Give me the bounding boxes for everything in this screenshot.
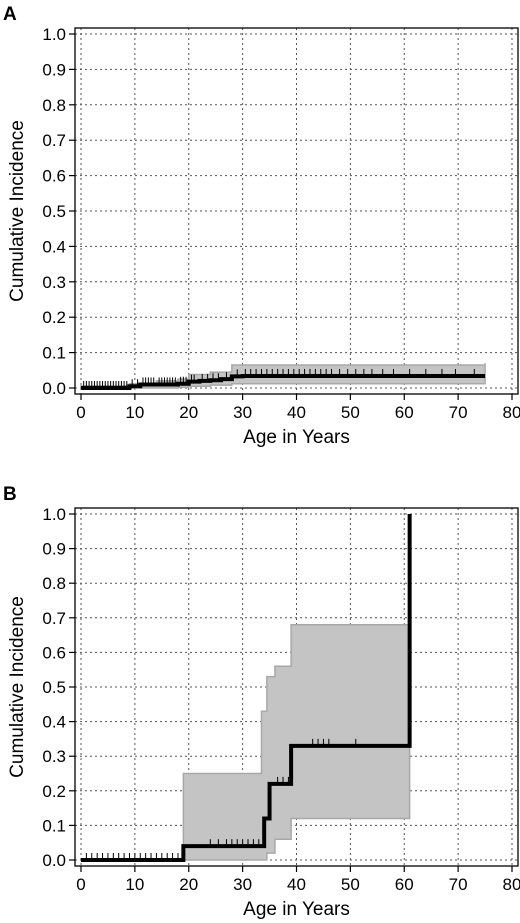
panel-a-y-tick-label-9: 0.9 <box>42 60 66 79</box>
panel-b-y-tick-label-8: 0.8 <box>42 574 66 593</box>
panel-a-y-tick-label-1: 0.1 <box>42 344 66 363</box>
panel-a-x-tick-label-8: 80 <box>503 403 520 422</box>
panel-b-x-tick-label-1: 10 <box>125 875 144 894</box>
panel-a-incidence-curve-0 <box>81 373 486 390</box>
panel-a-y-tick-label-4: 0.4 <box>42 237 66 256</box>
panel-b-x-tick-label-7: 70 <box>449 875 468 894</box>
panel-b-y-tick-label-7: 0.7 <box>42 609 66 628</box>
panel-b-x-tick-label-6: 60 <box>395 875 414 894</box>
panel-a-y-tick-labels: 0.0 0.1 0.2 0.3 0.4 0.5 0.6 0.7 0.8 0.9 1.0 <box>42 25 66 398</box>
panel-a-x-tick-label-7: 70 <box>449 403 468 422</box>
panel-a-y-tick-label-5: 0.5 <box>42 202 66 221</box>
panel-a-x-tick-label-0: 0 <box>76 403 85 422</box>
panel-b-y-axis-title: Cumulative Incidence <box>7 596 28 778</box>
panel-a-x-tick-label-5: 50 <box>341 403 360 422</box>
panel-a-y-tick-label-7: 0.7 <box>42 131 66 150</box>
panel-b-y-tick-labels: 0.0 0.1 0.2 0.3 0.4 0.5 0.6 0.7 0.8 0.9 1.0 <box>42 505 66 870</box>
panel-b: B 0 10 20 30 40 50 60 70 80 0.00.10.20.30.40.50.… <box>3 484 520 920</box>
panel-b-x-tick-label-8: 80 <box>503 875 520 894</box>
panel-b-y-tick-label-6: 0.6 <box>42 643 66 662</box>
panel-b-y-tick-label-10: 1.0 <box>42 505 66 524</box>
panel-a-y-tick-label-6: 0.6 <box>42 167 66 186</box>
panel-a-x-tick-label-2: 20 <box>179 403 198 422</box>
panel-b-y-tick-label-1: 0.1 <box>42 816 66 835</box>
panel-b-x-tick-label-0: 0 <box>76 875 85 894</box>
panel-b-incidence-curve-0 <box>81 514 412 862</box>
panel-a-y-tick-label-2: 0.2 <box>42 308 66 327</box>
panel-b-x-tick-labels: 0 10 20 30 40 50 60 70 80 <box>76 875 520 894</box>
panel-a-curve-group <box>81 373 486 390</box>
panel-b-y-tick-label-5: 0.5 <box>42 678 66 697</box>
panel-b-y-tick-label-3: 0.3 <box>42 747 66 766</box>
panel-a-y-tick-label-8: 0.8 <box>42 96 66 115</box>
panel-a-ticks <box>69 33 513 400</box>
panel-a-y-axis-title: Cumulative Incidence <box>7 120 28 302</box>
panel-a-letter: A <box>3 4 17 25</box>
panel-a-x-tick-labels: 0 10 20 30 40 50 60 70 80 <box>76 403 520 422</box>
panel-a-x-axis-title: Age in Years <box>243 427 350 448</box>
panel-a-y-tick-label-0: 0.0 <box>42 379 66 398</box>
panel-b-curve-group <box>81 514 412 862</box>
panel-b-ticks <box>69 513 513 872</box>
panel-b-y-tick-label-9: 0.9 <box>42 540 66 559</box>
panel-b-x-tick-label-4: 40 <box>287 875 306 894</box>
panel-b-y-tick-label-0: 0.0 <box>42 851 66 870</box>
panel-a-grid <box>75 28 518 394</box>
panel-b-letter: B <box>3 484 17 505</box>
panel-a-x-tick-label-4: 40 <box>287 403 306 422</box>
panel-b-x-axis-title: Age in Years <box>243 899 350 920</box>
panel-b-y-tick-label-2: 0.2 <box>42 782 66 801</box>
panel-a-x-tick-label-1: 10 <box>125 403 144 422</box>
panel-b-x-tick-label-3: 30 <box>233 875 252 894</box>
panel-a-x-tick-label-6: 60 <box>395 403 414 422</box>
panel-a-y-tick-label-10: 1.0 <box>42 25 66 44</box>
panel-a: A 0 10 20 30 40 50 60 70 80 0.00.10.20.30.40.50.… <box>3 4 520 448</box>
panel-a-y-tick-label-3: 0.3 <box>42 273 66 292</box>
panel-b-y-tick-label-4: 0.4 <box>42 713 66 732</box>
panel-b-x-tick-label-5: 50 <box>341 875 360 894</box>
panel-a-x-tick-label-3: 30 <box>233 403 252 422</box>
panel-b-x-tick-label-2: 20 <box>179 875 198 894</box>
